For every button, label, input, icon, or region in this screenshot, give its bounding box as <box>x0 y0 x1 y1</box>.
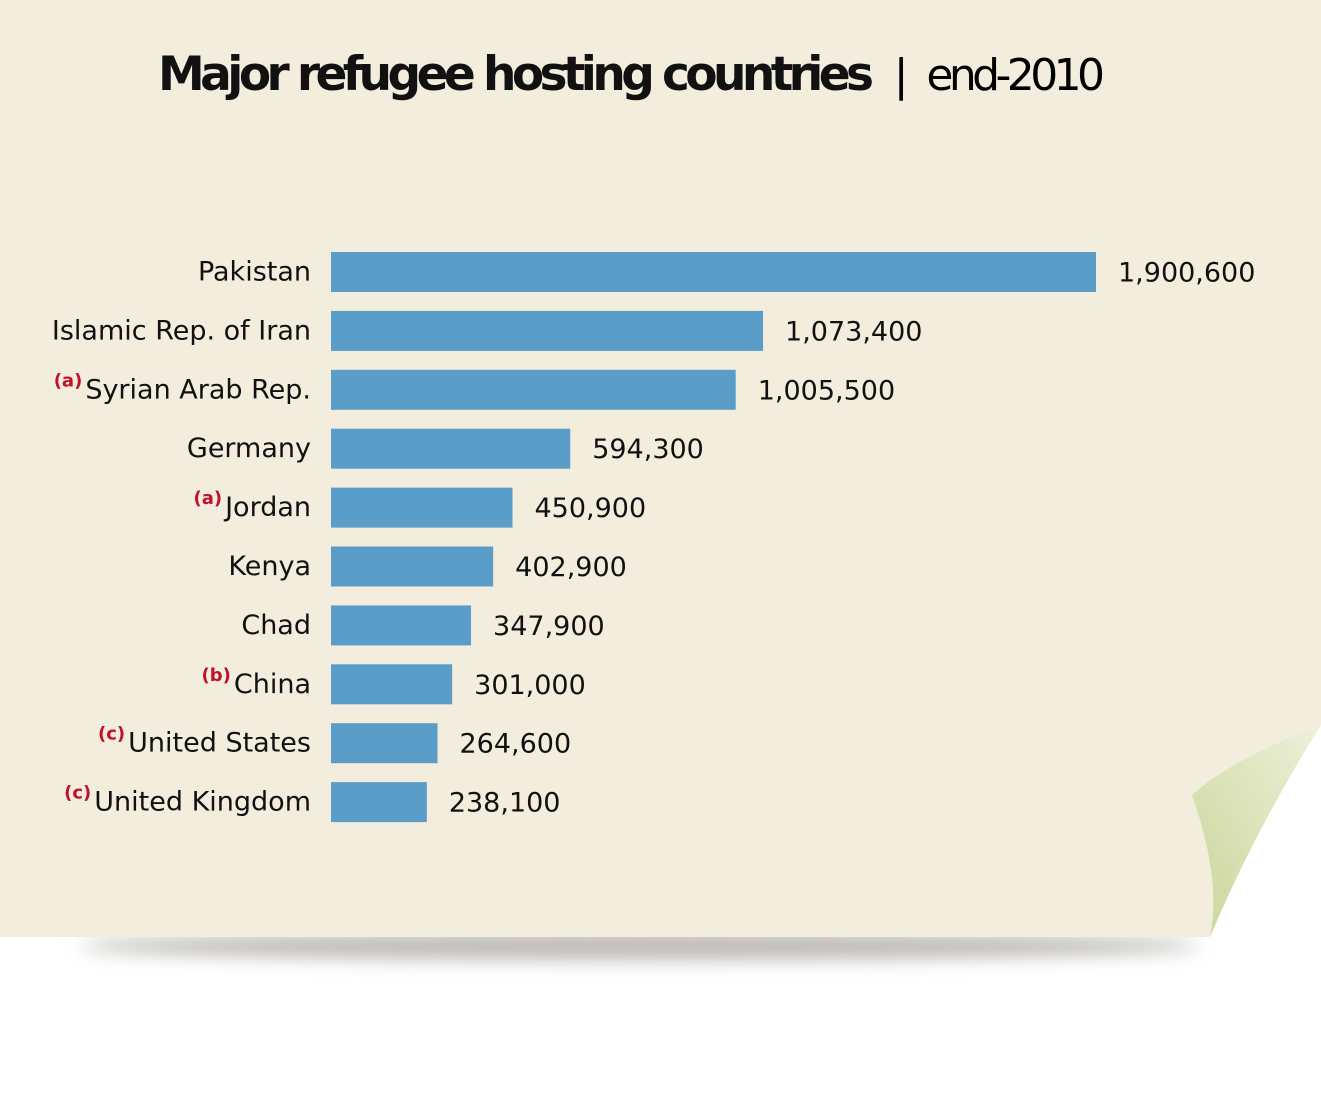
value-label: 1,073,400 <box>785 316 922 347</box>
plot-area: Pakistan 1,900,600 Islamic Rep. of Iran 1,0… <box>52 252 1255 823</box>
footnote-mark: (c) <box>64 783 91 804</box>
footnote-mark: (a) <box>193 488 222 509</box>
paper-background <box>0 0 1321 960</box>
value-label: 238,100 <box>449 788 561 819</box>
value-label: 1,005,500 <box>758 375 895 406</box>
category-label: United Kingdom <box>94 787 311 818</box>
bar <box>331 428 571 469</box>
footnote-mark: (c) <box>98 724 125 745</box>
page-curl <box>1192 725 1321 937</box>
category-label: Kenya <box>228 551 311 582</box>
value-label: 347,900 <box>493 611 605 642</box>
title-line: Major refugee hosting countries | end-20… <box>158 47 1105 102</box>
category-label: Germany <box>187 433 311 464</box>
value-label: 264,600 <box>460 729 572 760</box>
bar <box>331 310 764 351</box>
footnote-mark: (b) <box>202 665 231 686</box>
category-label: Islamic Rep. of Iran <box>52 315 311 346</box>
bar <box>331 723 438 764</box>
bar <box>331 487 513 528</box>
value-label: 402,900 <box>515 552 627 583</box>
bar <box>331 605 472 646</box>
value-label: 301,000 <box>474 670 586 701</box>
chart-title: Major refugee hosting countries | end-20… <box>158 47 1105 102</box>
category-label: United States <box>128 728 311 759</box>
paper-shadow <box>80 932 1200 960</box>
bar <box>331 252 1096 292</box>
category-label: Jordan <box>223 492 311 523</box>
category-label: Syrian Arab Rep. <box>85 374 311 405</box>
value-label: 594,300 <box>592 434 704 465</box>
category-label: Pakistan <box>198 257 311 288</box>
category-label: Chad <box>241 610 311 641</box>
value-label: 450,900 <box>534 493 646 524</box>
category-label: China <box>234 669 311 700</box>
footnote-mark: (a) <box>54 370 83 391</box>
title: Major refugee hosting countries <box>158 47 874 102</box>
paper-sheet <box>0 0 1321 937</box>
subtitle: end-2010 <box>926 50 1105 101</box>
title-separator: | <box>894 50 909 101</box>
bar <box>331 782 427 823</box>
bar <box>331 664 453 705</box>
bar <box>331 546 494 587</box>
bar <box>331 369 736 410</box>
value-label: 1,900,600 <box>1118 258 1255 289</box>
